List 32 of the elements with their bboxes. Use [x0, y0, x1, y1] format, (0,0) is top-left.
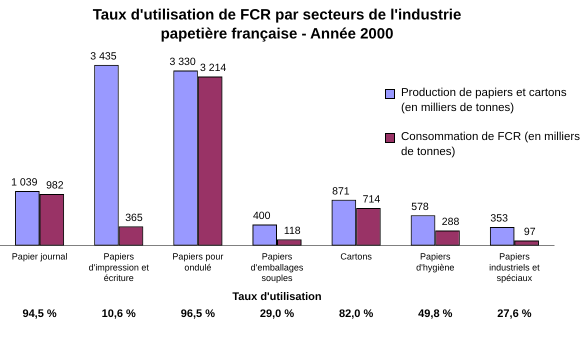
text: 82,0 %: [339, 308, 374, 320]
text: 27,6 %: [497, 308, 532, 320]
text: 10,6 %: [102, 308, 136, 320]
text: 96,5 %: [180, 308, 216, 320]
data-label: 3 330: [169, 56, 196, 68]
x-tick-label: Papiers d'hygiène: [416, 251, 454, 272]
x-tick-label: Papier journal: [12, 251, 68, 262]
data-label: 3 435: [90, 50, 117, 63]
data-label: 353: [490, 212, 508, 225]
data-label: 714: [362, 194, 380, 206]
text: 94,5 %: [22, 308, 57, 320]
x-tick-label: Papiers industriels et spéciaux: [489, 251, 540, 284]
data-label: 3 214: [200, 62, 226, 74]
legend-label: Consommation de FCR (en milliers de tonnes): [401, 130, 580, 160]
data-label: 400: [252, 210, 271, 222]
data-label: 871: [332, 185, 350, 198]
data-label: 365: [125, 212, 143, 224]
x-tick-label: Papiers d'impression et écriture: [88, 251, 150, 284]
data-label: 982: [46, 180, 64, 192]
x-tick-label: Cartons: [340, 251, 372, 262]
data-label: 288: [442, 216, 460, 228]
data-label: 578: [411, 200, 429, 213]
legend-label: Production de papiers et cartons (en milliers de tonnes): [401, 86, 568, 116]
data-label: 97: [524, 226, 536, 238]
x-tick-label: Papiers d'emballages souples: [250, 251, 304, 284]
data-label: 118: [284, 225, 301, 238]
data-label: 1 039: [11, 176, 38, 189]
text: Taux d'utilisation: [232, 291, 322, 304]
text: 29,0 %: [260, 308, 294, 320]
x-tick-label: Papiers pour ondulé: [172, 251, 224, 272]
text: 49,8 %: [418, 308, 453, 320]
chart-title: Taux d'utilisation de FCR par secteurs de l'industrie papetière française - Année 2000: [92, 6, 462, 42]
